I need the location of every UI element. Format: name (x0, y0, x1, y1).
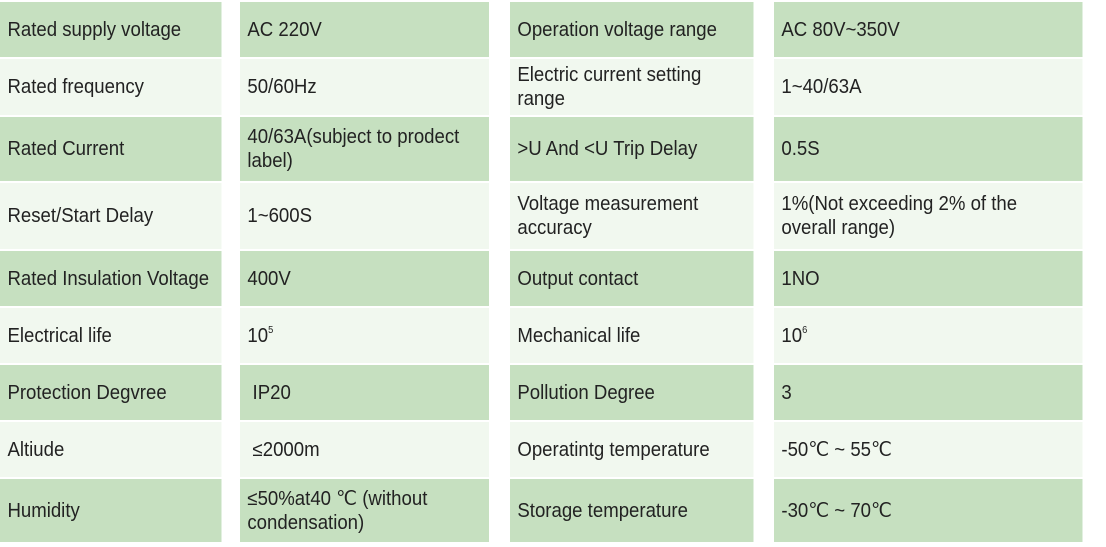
spec-value: 106 (773, 307, 1083, 365)
spec-value: -50℃ ~ 55℃ (773, 421, 1083, 479)
spec-value: 3 (773, 364, 1083, 422)
spec-value: -30℃ ~ 70℃ (773, 478, 1083, 544)
spec-label: Rated frequency (0, 58, 224, 117)
spec-value: 1~600S (239, 182, 492, 251)
spec-label: Electric current setting range (509, 58, 756, 117)
spec-label: Electrical life (0, 307, 224, 365)
exponent: 5 (268, 324, 274, 336)
spec-label: Storage temperature (509, 478, 756, 544)
spec-label: Voltage measurement accuracy (509, 182, 756, 251)
spec-value: 1~40/63A (773, 58, 1083, 117)
spec-label: Protection Degvree (0, 364, 224, 422)
spec-row-supply-voltage: Rated supply voltage AC 220V Operation v… (0, 2, 1106, 59)
spec-label: Operatintg temperature (509, 421, 756, 479)
spec-value: AC 80V~350V (773, 2, 1083, 59)
spec-label: Mechanical life (509, 307, 756, 365)
spec-label: Altiude (0, 421, 224, 479)
spec-row-humidity: Humidity ≤50%at40 ℃ (without condensatio… (0, 478, 1106, 544)
spec-label: Rated supply voltage (0, 2, 224, 59)
spec-row-reset-delay: Reset/Start Delay 1~600S Voltage measure… (0, 182, 1106, 251)
spec-value: ≤50%at40 ℃ (without condensation) (239, 478, 492, 544)
spec-value: 40/63A(subject to prodect label) (239, 116, 492, 183)
spec-row-life: Electrical life 105 Mechanical life 106 (0, 307, 1106, 365)
exponent-base: 10 (781, 324, 803, 347)
spec-row-insulation-voltage: Rated Insulation Voltage 400V Output con… (0, 250, 1106, 308)
spec-value: AC 220V (239, 2, 492, 59)
spec-value: 1%(Not exceeding 2% of the overall range… (773, 182, 1083, 251)
exponent-base: 10 (247, 324, 269, 347)
spec-row-rated-current: Rated Current 40/63A(subject to prodect … (0, 116, 1106, 183)
spec-label: Pollution Degree (509, 364, 756, 422)
spec-value: 105 (239, 307, 492, 365)
spec-label: >U And <U Trip Delay (509, 116, 756, 183)
spec-value: ≤2000m (239, 421, 492, 479)
exponent: 6 (802, 324, 808, 336)
spec-row-frequency: Rated frequency 50/60Hz Electric current… (0, 58, 1106, 117)
spec-label: Rated Insulation Voltage (0, 250, 224, 308)
spec-value: 0.5S (773, 116, 1083, 183)
spec-label: Reset/Start Delay (0, 182, 224, 251)
spec-label: Operation voltage range (509, 2, 756, 59)
spec-label: Humidity (0, 478, 224, 544)
spec-value: 50/60Hz (239, 58, 492, 117)
spec-value: 400V (239, 250, 492, 308)
spec-label: Output contact (509, 250, 756, 308)
spec-row-altitude: Altiude ≤2000m Operatintg temperature -5… (0, 421, 1106, 479)
spec-value: IP20 (239, 364, 492, 422)
spec-value: 1NO (773, 250, 1083, 308)
spec-row-protection: Protection Degvree IP20 Pollution Degree… (0, 364, 1106, 422)
spec-label: Rated Current (0, 116, 224, 183)
